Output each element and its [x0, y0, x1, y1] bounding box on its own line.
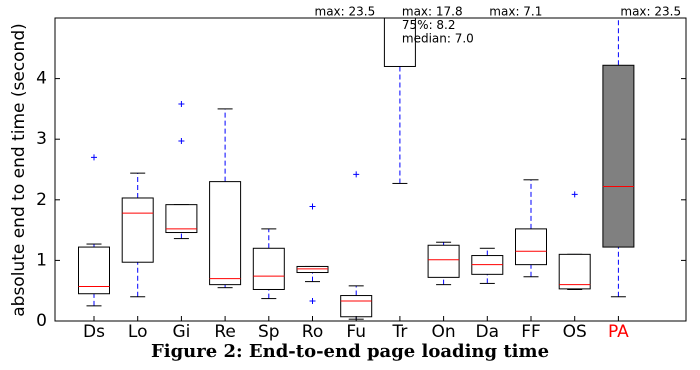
flier: [571, 191, 578, 198]
x-tick-label: Da: [476, 322, 500, 342]
annotation: median: 7.0: [402, 32, 474, 46]
y-tick-label: 2: [36, 190, 47, 210]
annotation: 75%: 8.2: [402, 18, 456, 32]
box: [165, 204, 198, 234]
x-tick-label: On: [432, 322, 456, 342]
x-tick-label: Gi: [172, 322, 190, 342]
y-tick-label: 0: [36, 311, 47, 331]
x-tick-label: FF: [521, 322, 541, 342]
annotation: max: 17.8: [402, 5, 463, 19]
plot-area: [78, 18, 635, 320]
box: [515, 228, 547, 266]
y-tick-label: 3: [36, 129, 47, 149]
y-axis-label: absolute end to end time (second): [9, 23, 29, 317]
x-tick-label: PA: [608, 322, 629, 342]
x-tick-label: Tr: [391, 322, 407, 342]
flier: [91, 154, 97, 161]
box: [340, 295, 373, 318]
flier: [178, 138, 185, 145]
y-tick-label: 1: [36, 250, 47, 270]
x-tick-label: Sp: [258, 322, 280, 342]
box: [427, 244, 460, 278]
x-tick-label: Re: [214, 322, 236, 342]
box: [252, 247, 285, 290]
annotation: max: 23.5: [315, 5, 376, 19]
x-tick-label: Ds: [83, 322, 105, 342]
annotation: max: 23.5: [620, 5, 681, 19]
box: [121, 197, 154, 263]
box: [383, 18, 416, 67]
box: [602, 64, 635, 248]
x-tick-label: Lo: [128, 322, 148, 342]
x-tick-label: Ro: [302, 322, 323, 342]
annotation: max: 7.1: [489, 5, 542, 19]
caption: Figure 2: End-to-end page loading time: [151, 341, 549, 362]
x-tick-label: Fu: [346, 322, 366, 342]
box: [558, 253, 591, 290]
box: [209, 181, 242, 286]
box: [78, 246, 110, 295]
box: [296, 265, 329, 274]
flier: [353, 171, 360, 178]
x-tick-label: OS: [563, 322, 587, 342]
flier: [178, 101, 185, 108]
flier: [309, 203, 316, 210]
flier: [309, 298, 316, 305]
plot-frame: [54, 17, 687, 322]
y-tick-label: 4: [36, 69, 47, 89]
